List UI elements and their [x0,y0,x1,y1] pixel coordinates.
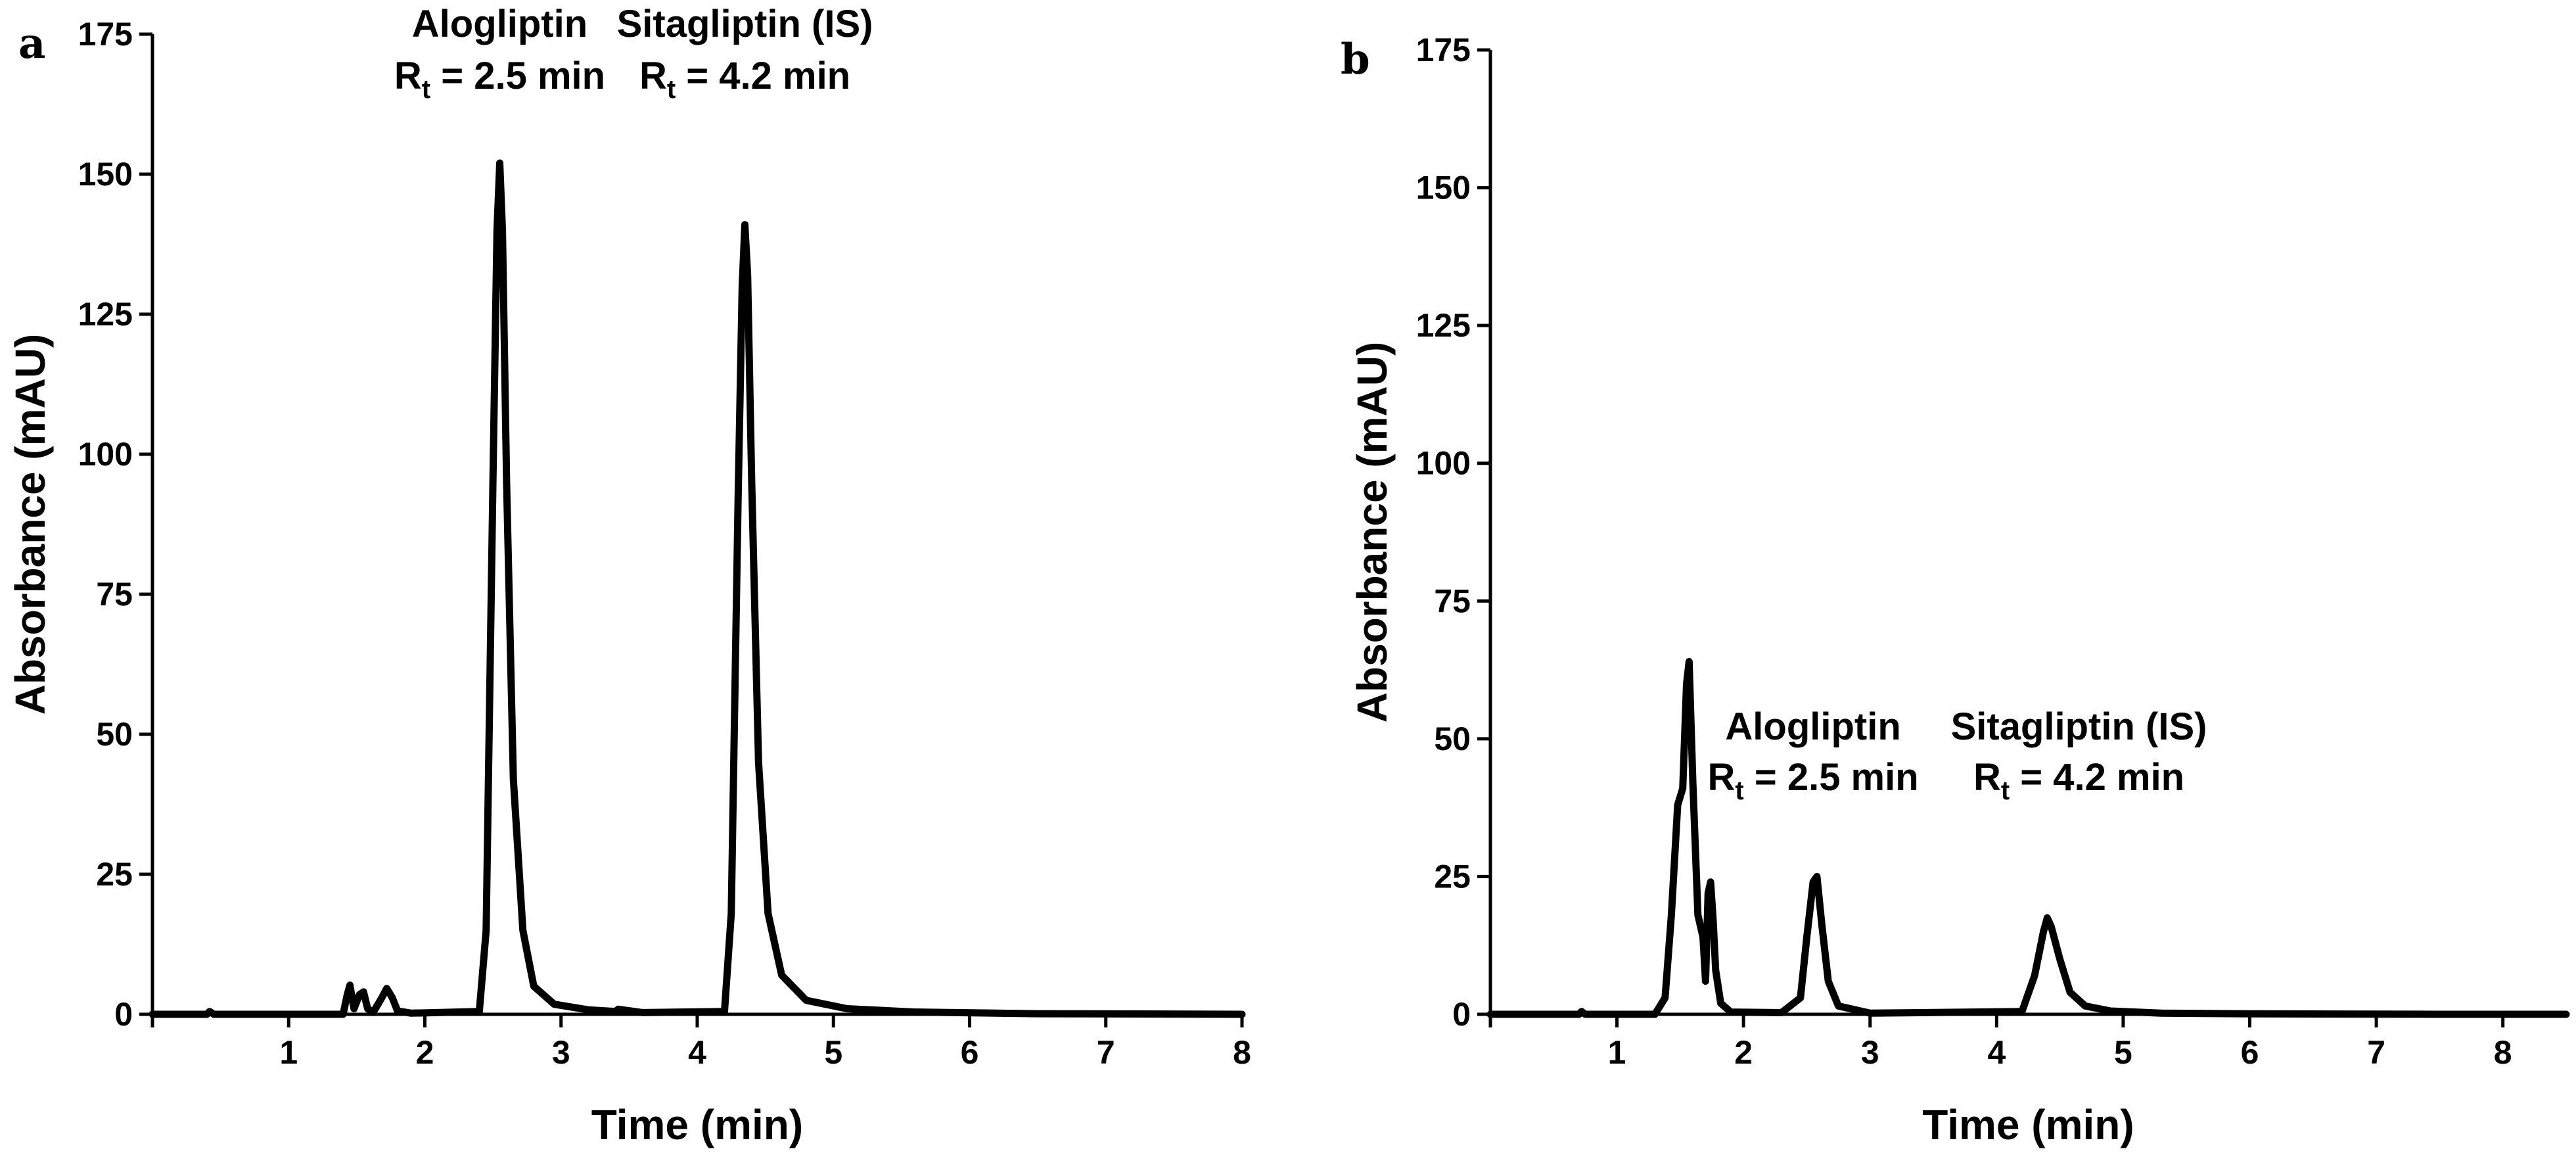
x-tick-label: 6 [2241,1034,2259,1071]
y-tick-label: 100 [1416,445,1471,482]
peak-name-label: Sitagliptin (IS) [617,3,873,45]
retention-time-label: Rt = 2.5 min [394,55,605,104]
retention-value: = 2.5 min [430,55,605,97]
x-tick-label: 2 [416,1034,434,1071]
chromatogram-b-line [1486,658,2570,1018]
retention-r: R [394,55,422,97]
retention-r: R [1973,756,2001,799]
x-axis-title: Time (min) [1922,1101,2134,1148]
panel-label: b [1341,35,1370,84]
y-tick-label: 75 [1434,582,1471,619]
y-axis-title: Absorbance (mAU) [7,334,54,715]
x-tick-label: 3 [552,1034,570,1071]
x-tick-label: 7 [2367,1034,2385,1071]
y-tick-label: 175 [78,16,133,53]
retention-r: R [639,55,667,97]
x-tick-label: 2 [1734,1034,1753,1071]
peak-name-label: Sitagliptin (IS) [1951,705,2207,748]
retention-value: = 4.2 min [676,55,850,97]
panel-b-chart: b 0 25 50 75 100 125 150 175 1 2 3 4 5 6 7 8 Time (min) Ab… [1341,32,2570,1148]
y-tick-label: 75 [96,576,133,613]
y-tick-label: 125 [78,296,133,333]
x-tick-label: 3 [1861,1034,1879,1071]
x-tick-label: 5 [2114,1034,2132,1071]
retention-time-label: Rt = 4.2 min [1973,756,2184,805]
retention-subscript: t [667,75,676,104]
x-tick-label: 6 [961,1034,979,1071]
peak-name-label: Alogliptin [412,3,587,45]
x-tick-label: 1 [1608,1034,1626,1071]
y-tick-label: 50 [1434,720,1471,757]
y-tick-label: 150 [78,156,133,193]
y-tick-label: 125 [1416,307,1471,344]
retention-subscript: t [422,75,430,104]
y-tick-label: 25 [96,856,133,893]
y-tick-label: 100 [78,436,133,473]
retention-time-label: Rt = 2.5 min [1708,756,1919,805]
retention-time-label: Rt = 4.2 min [639,55,850,104]
y-tick-label: 175 [1416,32,1471,68]
chromatogram-a-line [149,159,1246,1018]
x-tick-label: 8 [2494,1034,2512,1071]
retention-value: = 4.2 min [2010,756,2184,799]
x-tick-label: 7 [1097,1034,1115,1071]
x-tick-label: 1 [279,1034,298,1071]
y-tick-label: 0 [1452,996,1471,1033]
retention-value: = 2.5 min [1744,756,1919,799]
x-tick-label: 5 [824,1034,842,1071]
x-tick-label: 8 [1233,1034,1251,1071]
peak-name-label: Alogliptin [1725,705,1900,748]
y-tick-label: 25 [1434,858,1471,895]
y-tick-label: 0 [114,996,133,1033]
retention-subscript: t [1735,776,1743,805]
x-tick-label: 4 [688,1034,706,1071]
y-axis-title: Absorbance (mAU) [1348,342,1396,723]
retention-subscript: t [2001,776,2010,805]
y-tick-label: 50 [96,716,133,753]
panel-label: a [18,19,45,68]
panel-a-chart: a 0 25 50 75 100 125 150 175 1 2 3 4 5 6 7 8 Time (min) Ab… [7,3,1251,1148]
x-axis-title: Time (min) [591,1101,803,1148]
x-tick-label: 4 [1987,1034,2006,1071]
retention-r: R [1708,756,1736,799]
y-tick-label: 150 [1416,170,1471,206]
